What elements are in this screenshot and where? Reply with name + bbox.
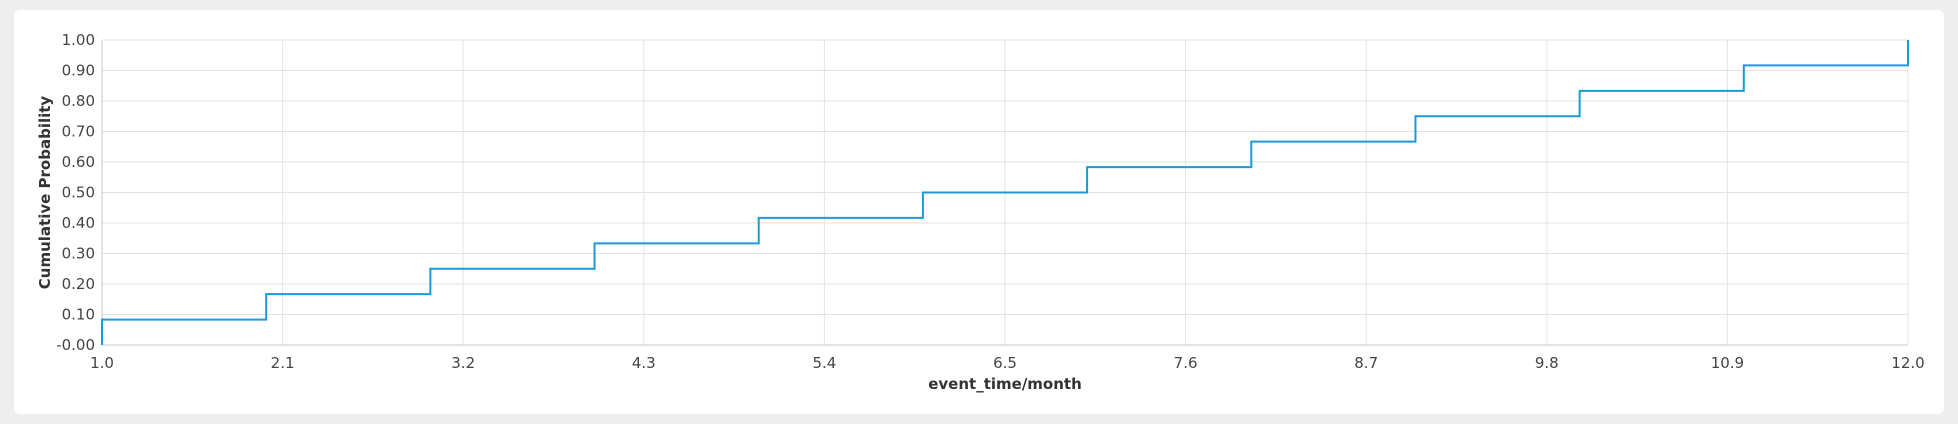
y-tick-label: 0.70	[62, 123, 95, 141]
x-tick-label: 3.2	[451, 354, 475, 372]
x-tick-label: 10.9	[1711, 354, 1744, 372]
series-group	[101, 40, 1909, 345]
x-axis-title: event_time/month	[928, 375, 1082, 393]
y-tick-label: 0.80	[62, 92, 95, 110]
cdf-step-line	[101, 40, 1909, 345]
x-tick-labels: 1.0 2.1 3.2 4.3 5.4 6.5 7.6 8.7 9.8 10.9 12.0	[90, 354, 1925, 372]
x-tick-label: 2.1	[271, 354, 295, 372]
y-tick-label: 0.50	[62, 184, 95, 202]
y-tick-labels: -0.00 0.10 0.20 0.30 0.40 0.50 0.60 0.70 0.80 0.9…	[56, 31, 95, 354]
y-axis-title: Cumulative Probability	[36, 96, 54, 290]
x-tick-label: 4.3	[632, 354, 656, 372]
x-tick-label: 7.6	[1174, 354, 1198, 372]
axes	[101, 40, 1908, 346]
y-tick-label: 0.90	[62, 62, 95, 80]
y-tick-label: 0.30	[62, 245, 95, 263]
x-tick-label: 12.0	[1891, 354, 1924, 372]
y-tick-label: 0.40	[62, 214, 95, 232]
y-tick-label: -0.00	[56, 336, 95, 354]
x-tick-label: 1.0	[90, 354, 114, 372]
y-tick-label: 0.60	[62, 153, 95, 171]
x-tick-label: 8.7	[1354, 354, 1378, 372]
y-tick-label: 0.10	[62, 306, 95, 324]
chart-card	[14, 10, 1944, 414]
y-tick-label: 1.00	[62, 31, 95, 49]
x-tick-label: 6.5	[993, 354, 1017, 372]
x-tick-label: 9.8	[1535, 354, 1559, 372]
y-tick-label: 0.20	[62, 275, 95, 293]
x-tick-label: 5.4	[812, 354, 836, 372]
